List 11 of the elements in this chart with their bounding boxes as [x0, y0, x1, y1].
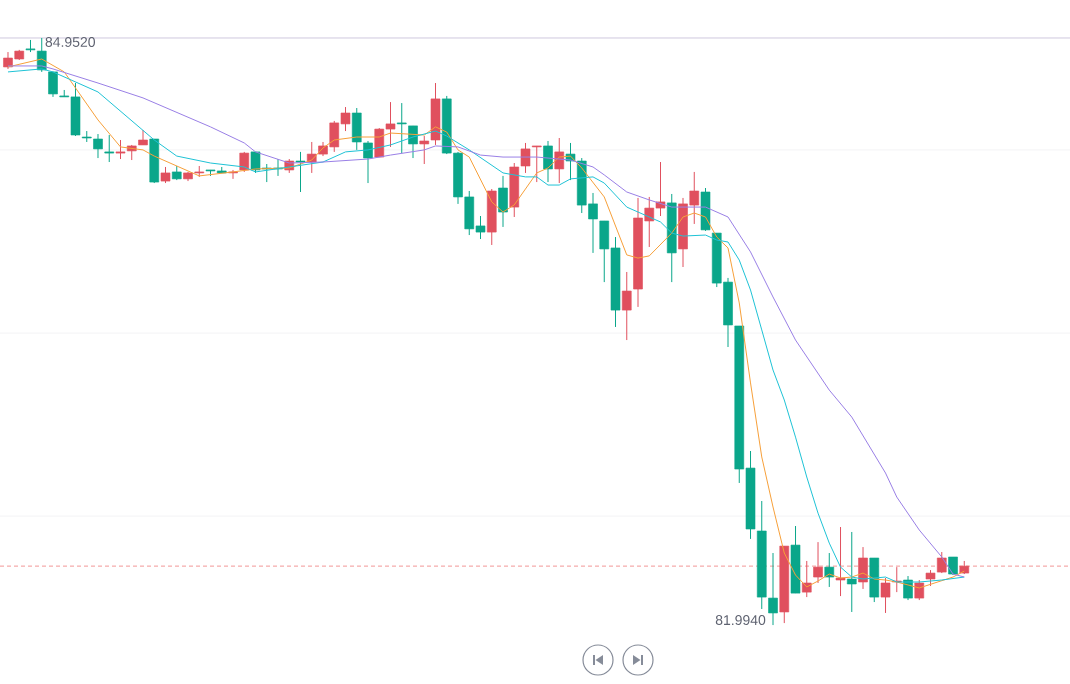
candlestick	[396, 102, 407, 154]
candlestick	[846, 531, 857, 613]
candlestick	[531, 145, 542, 183]
candlestick	[813, 541, 823, 584]
candlestick	[104, 134, 115, 163]
candlestick	[621, 271, 632, 341]
candlestick	[295, 151, 306, 193]
annotation: 81.9940	[715, 615, 766, 626]
candlestick	[48, 71, 58, 98]
annotation: 84.9520	[45, 37, 96, 47]
candlestick	[835, 526, 846, 597]
